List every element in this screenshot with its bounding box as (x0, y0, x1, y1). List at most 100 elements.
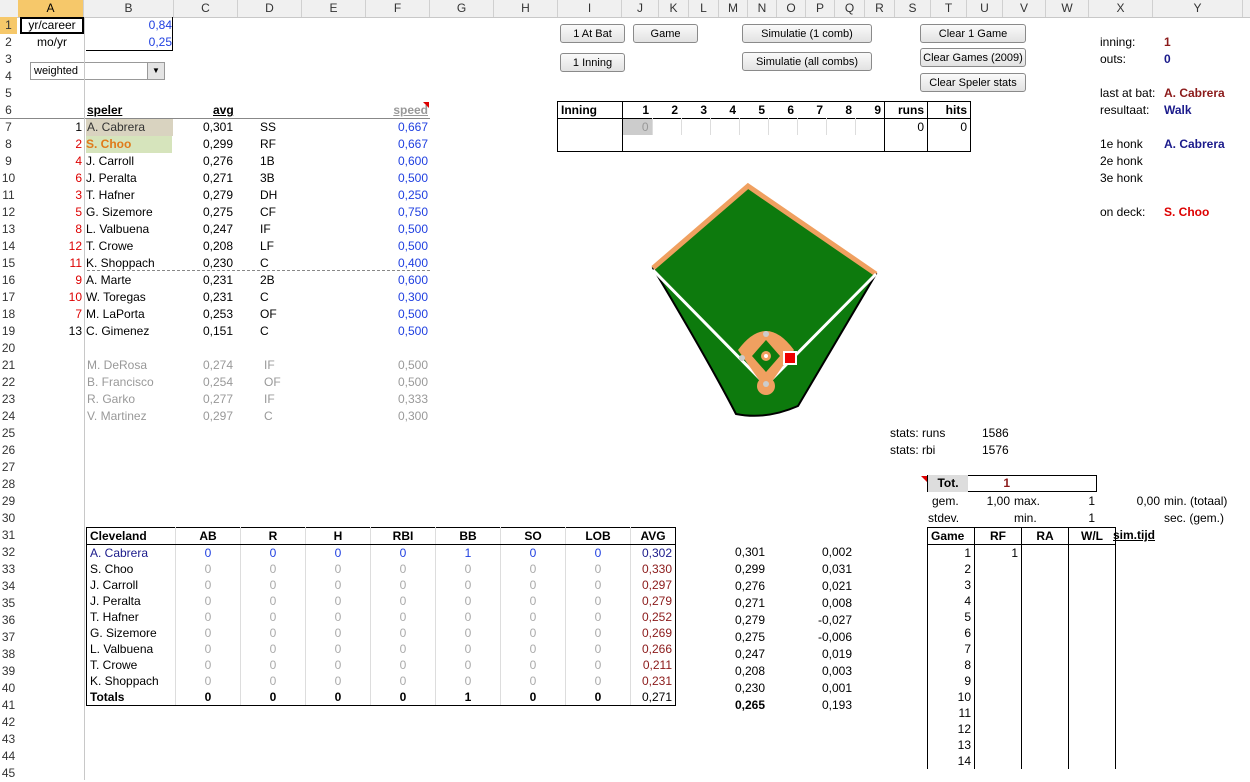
column-header[interactable]: I (558, 0, 622, 17)
row-header[interactable]: 29 (1, 494, 16, 508)
box-score-cell[interactable]: 0 (500, 625, 566, 641)
row-header[interactable]: 3 (5, 52, 12, 66)
row-header[interactable]: 45 (1, 766, 16, 780)
column-header[interactable]: S (895, 0, 931, 17)
row-header[interactable]: 19 (1, 324, 16, 338)
row-header[interactable]: 41 (1, 698, 16, 712)
clear-games-button[interactable]: Clear Games (2009) (920, 48, 1026, 67)
player-name[interactable]: G. Sizemore (86, 205, 153, 219)
games-cell[interactable]: 11 (927, 705, 975, 721)
row-header[interactable]: 17 (1, 290, 16, 304)
column-header[interactable]: R (865, 0, 895, 17)
box-score-cell[interactable]: 1 (435, 544, 501, 561)
games-cell[interactable]: 12 (927, 721, 975, 737)
chevron-down-icon[interactable]: ▼ (147, 63, 164, 79)
games-cell[interactable]: 5 (927, 609, 975, 625)
column-header[interactable]: G (430, 0, 494, 17)
row-header[interactable]: 10 (1, 171, 16, 185)
row-header[interactable]: 30 (1, 511, 16, 525)
box-score-cell[interactable]: 0 (240, 689, 306, 706)
box-score-cell[interactable]: 0,231 (630, 673, 676, 689)
games-cell[interactable] (1021, 721, 1069, 737)
games-cell[interactable]: 14 (927, 753, 975, 769)
column-header[interactable]: Q (835, 0, 865, 17)
box-score-cell[interactable]: 0 (435, 561, 501, 577)
box-score-cell[interactable]: 0 (370, 625, 436, 641)
box-score-cell[interactable]: 0 (240, 609, 306, 625)
box-score-cell[interactable]: 0 (500, 609, 566, 625)
box-score-cell[interactable]: 0 (565, 544, 631, 561)
games-cell[interactable] (1021, 641, 1069, 657)
box-score-cell[interactable]: J. Carroll (86, 577, 176, 593)
box-score-cell[interactable]: K. Shoppach (86, 673, 176, 689)
box-score-cell[interactable]: J. Peralta (86, 593, 176, 609)
games-cell[interactable]: 9 (927, 673, 975, 689)
box-score-cell[interactable]: T. Crowe (86, 657, 176, 673)
games-cell[interactable] (974, 641, 1022, 657)
games-cell[interactable] (974, 673, 1022, 689)
box-score-cell[interactable]: 0,211 (630, 657, 676, 673)
games-cell[interactable] (1021, 609, 1069, 625)
box-score-cell[interactable]: 0 (175, 673, 241, 689)
games-cell[interactable] (1021, 657, 1069, 673)
row-header[interactable]: 13 (1, 222, 16, 236)
column-header[interactable]: K (659, 0, 689, 17)
box-score-cell[interactable]: 0 (370, 673, 436, 689)
player-name[interactable]: L. Valbuena (86, 222, 150, 236)
player-name[interactable]: A. Cabrera (86, 119, 173, 136)
row-header[interactable]: 4 (5, 69, 12, 83)
box-score-cell[interactable]: 0 (500, 689, 566, 706)
column-header[interactable]: H (494, 0, 558, 17)
box-score-cell[interactable]: 0 (500, 641, 566, 657)
box-score-cell[interactable]: 0 (370, 561, 436, 577)
simulate-all-button[interactable]: Simulatie (all combs) (742, 52, 872, 71)
games-cell[interactable]: 1 (927, 544, 975, 561)
games-cell[interactable] (974, 593, 1022, 609)
column-header[interactable]: N (748, 0, 777, 17)
games-cell[interactable] (1021, 689, 1069, 705)
column-header[interactable]: W (1046, 0, 1089, 17)
column-header[interactable]: E (302, 0, 366, 17)
column-header[interactable]: V (1003, 0, 1046, 17)
box-score-cell[interactable]: 0 (305, 689, 371, 706)
row-header[interactable]: 38 (1, 647, 16, 661)
box-score-cell[interactable]: 0 (240, 673, 306, 689)
player-name[interactable]: W. Toregas (86, 290, 146, 304)
player-name[interactable]: T. Hafner (86, 188, 135, 202)
box-score-cell[interactable]: 0 (565, 673, 631, 689)
box-score-cell[interactable]: 0 (500, 657, 566, 673)
row-header[interactable]: 24 (1, 409, 16, 423)
clear-stats-button[interactable]: Clear Speler stats (920, 73, 1026, 92)
box-score-cell[interactable]: 0,269 (630, 625, 676, 641)
box-score-cell[interactable]: 0 (435, 657, 501, 673)
box-score-cell[interactable]: 1 (435, 689, 501, 706)
box-score-cell[interactable]: 0 (305, 625, 371, 641)
box-score-cell[interactable]: 0 (435, 593, 501, 609)
box-score-cell[interactable]: 0 (370, 689, 436, 706)
games-cell[interactable] (1021, 593, 1069, 609)
box-score-cell[interactable]: 0 (305, 657, 371, 673)
games-cell[interactable] (1068, 593, 1116, 609)
column-header[interactable]: C (174, 0, 238, 17)
box-score-cell[interactable]: 0 (175, 641, 241, 657)
games-cell[interactable]: 13 (927, 737, 975, 753)
mo-yr-value[interactable]: 0,25 (148, 35, 172, 49)
games-cell[interactable] (1068, 641, 1116, 657)
games-cell[interactable] (1068, 657, 1116, 673)
box-score-cell[interactable]: 0 (370, 609, 436, 625)
column-header[interactable]: L (689, 0, 719, 17)
current-inning-cell[interactable]: 0 (622, 118, 652, 135)
games-cell[interactable] (974, 657, 1022, 673)
box-score-cell[interactable]: 0 (175, 609, 241, 625)
column-header[interactable]: T (931, 0, 967, 17)
player-name[interactable]: M. LaPorta (86, 307, 145, 321)
row-header[interactable]: 40 (1, 681, 16, 695)
games-cell[interactable] (1021, 753, 1069, 769)
box-score-cell[interactable]: 0 (175, 577, 241, 593)
column-header[interactable]: U (967, 0, 1003, 17)
box-score-cell[interactable]: 0 (565, 625, 631, 641)
games-cell[interactable] (1068, 577, 1116, 593)
box-score-cell[interactable]: 0 (240, 544, 306, 561)
clear-game-button[interactable]: Clear 1 Game (920, 24, 1026, 43)
box-score-cell[interactable]: 0,266 (630, 641, 676, 657)
